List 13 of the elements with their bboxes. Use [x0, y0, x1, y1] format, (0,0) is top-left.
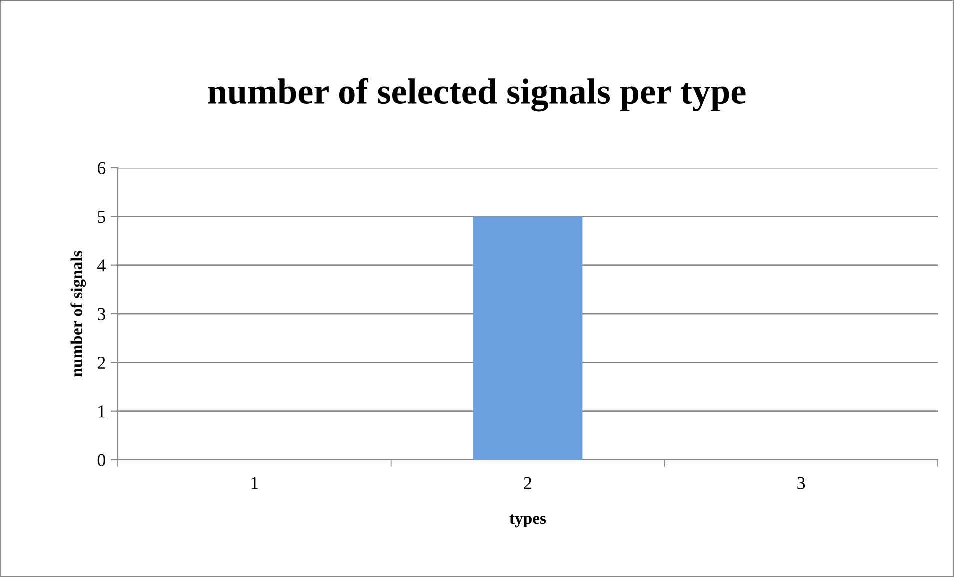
y-tick-label: 1 [98, 406, 106, 418]
y-tick-label: 3 [98, 308, 106, 320]
y-axis-title: number of signals [70, 251, 86, 377]
x-tick-label: 1 [252, 477, 258, 490]
chart-title: number of selected signals per type [208, 78, 746, 112]
y-tick-label: 2 [98, 356, 106, 369]
y-tick-label: 4 [98, 260, 106, 272]
y-tick-label: 5 [98, 211, 106, 224]
y-tick-label: 6 [98, 162, 106, 174]
x-tick-label: 3 [798, 477, 806, 490]
x-tick-label: 2 [524, 477, 532, 490]
x-axis-title: types [510, 514, 546, 528]
y-tick-label: 0 [98, 454, 106, 466]
